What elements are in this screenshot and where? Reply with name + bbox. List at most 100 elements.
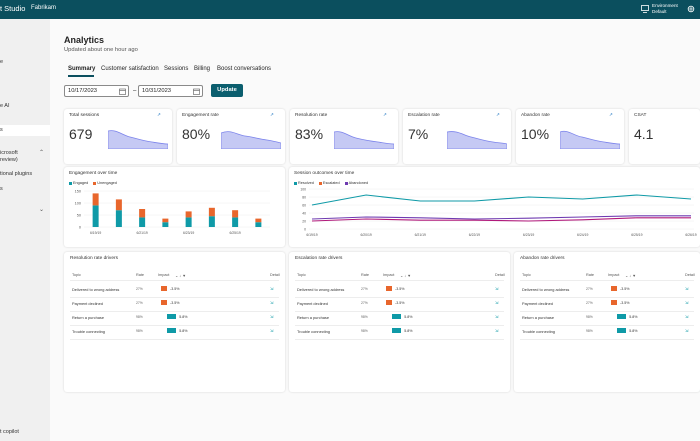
- column-header-impact[interactable]: Impact: [608, 273, 620, 277]
- bar-unengaged[interactable]: [139, 209, 146, 218]
- nav-item-1[interactable]: e: [0, 59, 4, 65]
- tab-billing[interactable]: Billing: [194, 66, 211, 72]
- bar-engaged[interactable]: [208, 216, 215, 227]
- detail-link-icon[interactable]: ⇲: [270, 300, 274, 305]
- column-header-topic[interactable]: Topic: [297, 273, 306, 277]
- bar-engaged[interactable]: [115, 210, 122, 227]
- bar-unengaged[interactable]: [208, 207, 215, 217]
- tab-summary[interactable]: Summary: [68, 66, 96, 72]
- bar-engaged[interactable]: [185, 217, 192, 227]
- calendar-icon[interactable]: [193, 88, 200, 95]
- table-row[interactable]: Trouble connecting 98% 5.8% ⇲: [64, 328, 285, 339]
- detail-link-icon[interactable]: ⇲: [270, 328, 274, 333]
- series-line-resolved[interactable]: [311, 194, 692, 206]
- nav-item-3[interactable]: icrosoft: [0, 150, 18, 156]
- expand-icon[interactable]: ↗: [496, 112, 500, 117]
- cell-rate: 98%: [136, 315, 143, 319]
- tab-customer-satisfaction[interactable]: Customer satisfaction: [101, 66, 159, 72]
- sort-icon[interactable]: ⌄ ↓ ▼: [175, 274, 186, 278]
- column-header-topic[interactable]: Topic: [72, 273, 81, 277]
- calendar-icon[interactable]: [119, 88, 126, 95]
- bar-unengaged[interactable]: [185, 211, 192, 218]
- table-row[interactable]: Return a purchase 98% 5.8% ⇲: [64, 314, 285, 325]
- column-header-rate[interactable]: Rate: [586, 273, 595, 277]
- table-row[interactable]: Return a purchase 98% 5.8% ⇲: [514, 314, 700, 325]
- expand-icon[interactable]: ↗: [270, 112, 274, 117]
- table-row[interactable]: Payment declined 27% -3.5% ⇲: [64, 300, 285, 311]
- tab-sessions[interactable]: Sessions: [164, 66, 189, 72]
- expand-icon[interactable]: ↗: [383, 112, 387, 117]
- gear-icon[interactable]: [686, 4, 696, 14]
- detail-link-icon[interactable]: ⇲: [270, 286, 274, 291]
- table-row[interactable]: Trouble connecting 98% 5.8% ⇲: [289, 328, 510, 339]
- detail-link-icon[interactable]: ⇲: [685, 286, 689, 291]
- column-header-topic[interactable]: Topic: [522, 273, 531, 277]
- table-row[interactable]: Delivered to wrong address 27% -3.5% ⇲: [64, 286, 285, 297]
- bar-engaged[interactable]: [232, 217, 239, 227]
- bar-engaged[interactable]: [92, 205, 99, 227]
- column-header-rate[interactable]: Rate: [361, 273, 370, 277]
- divider: [70, 297, 279, 298]
- nav-item-analytics[interactable]: s: [0, 127, 3, 133]
- bar-unengaged[interactable]: [232, 210, 239, 218]
- metric-value: 679: [69, 126, 93, 142]
- end-date-input[interactable]: 10/31/2023: [138, 85, 203, 97]
- expand-icon[interactable]: ↗: [609, 112, 613, 117]
- table-row[interactable]: Trouble connecting 98% 5.8% ⇲: [514, 328, 700, 339]
- cell-impact: 5.8%: [629, 315, 638, 319]
- column-header-impact[interactable]: Impact: [383, 273, 395, 277]
- bar-unengaged[interactable]: [92, 193, 99, 206]
- detail-link-icon[interactable]: ⇲: [495, 300, 499, 305]
- bar-engaged[interactable]: [162, 222, 169, 227]
- column-header-detail[interactable]: Detail: [270, 273, 280, 277]
- bar-unengaged[interactable]: [255, 218, 262, 223]
- table-row[interactable]: Delivered to wrong address 27% -3.5% ⇲: [514, 286, 700, 297]
- table-row[interactable]: Payment declined 27% -3.5% ⇲: [289, 300, 510, 311]
- table-row[interactable]: Return a purchase 98% 5.8% ⇲: [289, 314, 510, 325]
- tab-boost-conversations[interactable]: Boost conversations: [217, 66, 272, 72]
- series-line-abandoned[interactable]: [311, 217, 691, 222]
- bar-unengaged[interactable]: [115, 199, 122, 211]
- cell-rate: 98%: [586, 315, 593, 319]
- chevron-down-icon[interactable]: ⌄: [39, 207, 45, 213]
- detail-link-icon[interactable]: ⇲: [270, 314, 274, 319]
- detail-link-icon[interactable]: ⇲: [685, 328, 689, 333]
- legend-label: Resolved: [298, 181, 314, 185]
- nav-item-4[interactable]: review): [0, 157, 18, 163]
- tab-active-indicator: [68, 75, 94, 77]
- expand-icon[interactable]: ↗: [157, 112, 161, 117]
- column-header-impact[interactable]: Impact: [158, 273, 170, 277]
- start-date-input[interactable]: 10/17/2023: [64, 85, 129, 97]
- divider: [70, 325, 279, 326]
- sort-icon[interactable]: ⌄ ↓ ▼: [625, 274, 636, 278]
- nav-item-copilot[interactable]: t copilot: [0, 429, 19, 435]
- column-header-detail[interactable]: Detail: [685, 273, 695, 277]
- nav-item-2[interactable]: e AI: [0, 103, 10, 109]
- chart-legend: Engaged Unengaged: [69, 181, 117, 185]
- bar-engaged[interactable]: [139, 217, 146, 227]
- x-tick-label: 6/25/19: [631, 233, 642, 237]
- column-header-rate[interactable]: Rate: [136, 273, 145, 277]
- environment-picker[interactable]: Environment Default: [652, 3, 678, 15]
- detail-link-icon[interactable]: ⇲: [495, 328, 499, 333]
- cell-topic: Return a purchase: [522, 315, 555, 320]
- detail-link-icon[interactable]: ⇲: [495, 286, 499, 291]
- chart-title: Engagement over time: [69, 171, 118, 176]
- divider: [520, 339, 694, 340]
- detail-link-icon[interactable]: ⇲: [495, 314, 499, 319]
- end-date-value: 10/31/2023: [142, 88, 172, 94]
- detail-link-icon[interactable]: ⇲: [685, 314, 689, 319]
- chevron-up-icon[interactable]: ⌃: [39, 150, 45, 156]
- column-header-detail[interactable]: Detail: [495, 273, 505, 277]
- nav-item-5[interactable]: tional plugins: [0, 171, 33, 177]
- update-button[interactable]: Update: [211, 84, 243, 97]
- bar-engaged[interactable]: [255, 222, 262, 227]
- table-row[interactable]: Delivered to wrong address 27% -3.5% ⇲: [289, 286, 510, 297]
- table-row[interactable]: Payment declined 27% -3.5% ⇲: [514, 300, 700, 311]
- nav-item-6[interactable]: s: [0, 186, 3, 192]
- bar-unengaged[interactable]: [162, 218, 169, 223]
- series-line-escalated[interactable]: [311, 215, 691, 220]
- environment-icon[interactable]: [640, 4, 650, 14]
- detail-link-icon[interactable]: ⇲: [685, 300, 689, 305]
- sort-icon[interactable]: ⌄ ↓ ▼: [400, 274, 411, 278]
